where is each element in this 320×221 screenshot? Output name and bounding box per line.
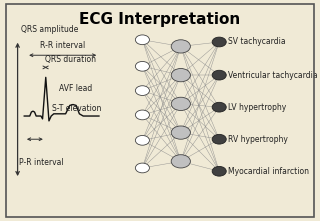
Circle shape bbox=[135, 35, 149, 45]
Text: RV hypertrophy: RV hypertrophy bbox=[228, 135, 288, 144]
Circle shape bbox=[212, 134, 226, 144]
Circle shape bbox=[135, 61, 149, 71]
Text: S-T elevation: S-T elevation bbox=[52, 104, 101, 113]
Text: Myocardial infarction: Myocardial infarction bbox=[228, 167, 309, 176]
Circle shape bbox=[171, 155, 190, 168]
Text: AVF lead: AVF lead bbox=[59, 84, 92, 93]
Text: P-R interval: P-R interval bbox=[19, 158, 64, 167]
Circle shape bbox=[135, 163, 149, 173]
Circle shape bbox=[212, 70, 226, 80]
Text: QRS amplitude: QRS amplitude bbox=[21, 25, 78, 34]
Text: LV hypertrophy: LV hypertrophy bbox=[228, 103, 286, 112]
Circle shape bbox=[212, 166, 226, 176]
Circle shape bbox=[212, 102, 226, 112]
Circle shape bbox=[171, 126, 190, 139]
Circle shape bbox=[135, 135, 149, 145]
Circle shape bbox=[171, 40, 190, 53]
Circle shape bbox=[135, 86, 149, 95]
Circle shape bbox=[171, 69, 190, 82]
Text: QRS duration: QRS duration bbox=[45, 55, 96, 64]
Circle shape bbox=[135, 110, 149, 120]
Text: SV tachycardia: SV tachycardia bbox=[228, 38, 285, 46]
Circle shape bbox=[171, 97, 190, 110]
Text: ECG Interpretation: ECG Interpretation bbox=[79, 12, 241, 27]
Text: R-R interval: R-R interval bbox=[40, 41, 85, 50]
Circle shape bbox=[212, 37, 226, 47]
Text: Ventricular tachycardia: Ventricular tachycardia bbox=[228, 71, 317, 80]
